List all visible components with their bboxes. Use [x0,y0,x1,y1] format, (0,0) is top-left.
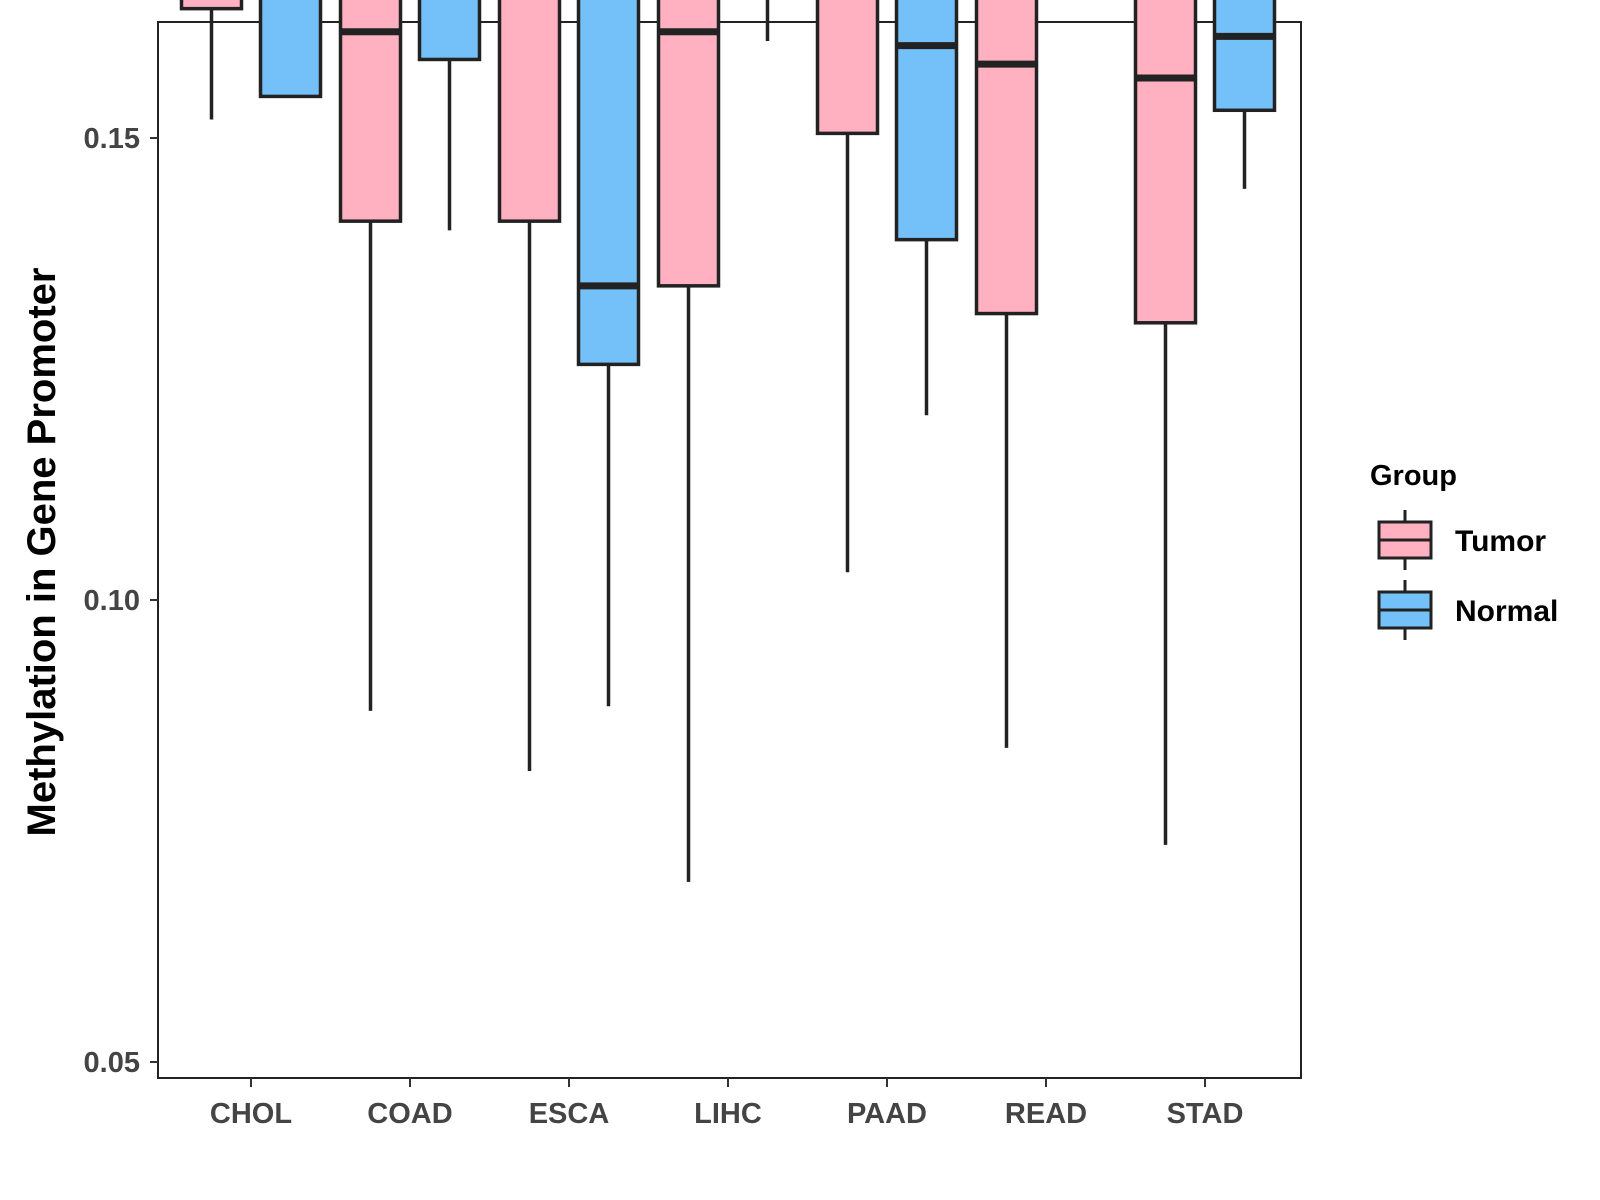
box-tumor-stad [1133,0,1198,845]
y-tick-label: 0.05 [84,1047,140,1079]
legend-item-normal: Normal [1377,580,1558,640]
box-body [258,0,323,99]
box-body [497,0,562,223]
box-normal-coad [417,0,482,231]
box-body [815,0,880,136]
legend-item-tumor: Tumor [1377,510,1546,570]
legend-title: Group [1370,460,1457,492]
y-axis-title: Methylation in Gene Promoter [20,268,64,837]
box-body [974,0,1039,316]
x-tick-label: COAD [367,1098,452,1130]
x-tick-label: READ [1005,1098,1087,1130]
box-tumor-paad [815,0,880,573]
legend-items: Tumor Normal [1377,510,1558,640]
y-tick-label: 0.15 [84,123,140,155]
x-tick-label: STAD [1167,1098,1244,1130]
box-body [417,0,482,62]
box-normal-stad [1212,0,1277,189]
x-tick-label: PAAD [847,1098,927,1130]
box-tumor-lihc [656,0,721,882]
x-tick-label: LIHC [694,1098,762,1130]
legend-label: Tumor [1455,525,1546,558]
box-body [179,0,244,11]
box-normal-paad [894,0,959,416]
box-normal-lihc [765,0,770,41]
plot-panel [157,21,1302,1079]
box-tumor-coad [338,0,403,711]
x-tick-label: ESCA [529,1098,610,1130]
box-normal-chol [258,0,323,99]
box-tumor-read [974,0,1039,748]
box-body [1133,0,1198,325]
box-body [576,0,641,367]
box-body [894,0,959,242]
box-normal-esca [576,0,641,707]
box-body [338,0,403,223]
box-tumor-esca [497,0,562,771]
x-tick-label: CHOL [210,1098,292,1130]
box-tumor-chol [179,0,244,120]
box-body [656,0,721,288]
legend-label: Normal [1455,595,1558,628]
axes-layer: 0.050.100.150.200.25CHOLCOADESCALIHCPAAD… [84,123,1244,1130]
y-tick-label: 0.10 [84,585,140,617]
boxes-layer [179,0,1277,882]
legend: Group Tumor Normal [1370,460,1558,640]
box-body [1212,0,1277,113]
